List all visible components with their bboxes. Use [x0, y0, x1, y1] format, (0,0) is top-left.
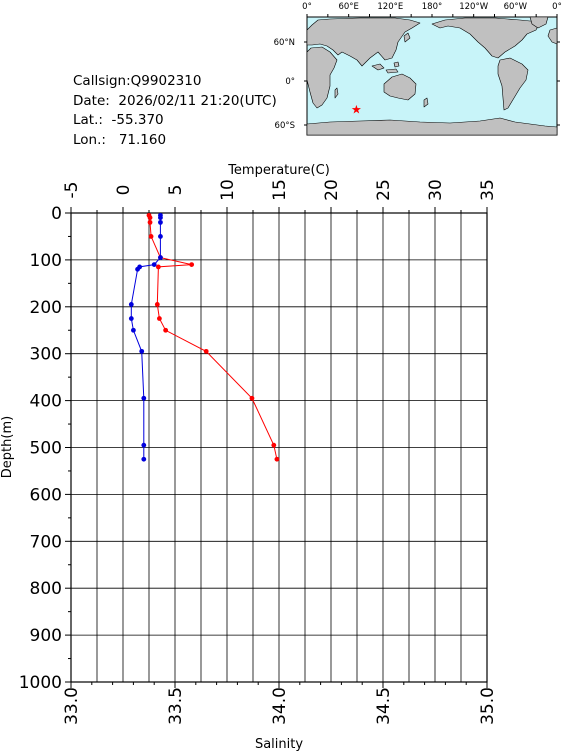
temperature-data-point — [157, 316, 162, 321]
location-map: 0° 60°E 120°E 180° 120°W 60°W 0° 60°N 0° 60°S ★ — [274, 2, 562, 136]
callsign-label: Callsign: — [73, 73, 131, 89]
temperature-tick-label: -5 — [62, 182, 82, 199]
lat-label: Lat.: — [73, 112, 103, 128]
temperature-tick-label: 10 — [218, 179, 238, 201]
depth-tick-label: 500 — [30, 439, 62, 459]
map-land — [306, 16, 558, 136]
chart-grid — [71, 213, 487, 682]
temperature-data-point — [274, 456, 280, 462]
map-longitude-label: 0° — [302, 2, 312, 12]
salinity-data-point — [158, 255, 163, 260]
salinity-tick-label: 34.0 — [270, 687, 290, 725]
salinity-data-point — [139, 348, 145, 354]
salinity-data-point — [141, 456, 147, 462]
station-info: Callsign:Q9902310 Date: 2026/02/11 21:20… — [73, 72, 277, 150]
lon-line: Lon.: 71.160 — [73, 131, 277, 151]
land-eurasia — [306, 17, 421, 67]
temperature-tick-label: 35 — [478, 179, 498, 201]
salinity-data-point — [135, 266, 140, 272]
depth-tick-label: 200 — [30, 298, 62, 318]
land-antarctica — [306, 117, 558, 136]
map-longitude-label: 120°W — [459, 2, 488, 12]
salinity-axis-label: Salinity — [255, 737, 303, 751]
lat-line: Lat.: -55.370 — [73, 111, 277, 131]
salinity-profile-line — [130, 215, 161, 460]
salinity-tick-label: 34.5 — [374, 687, 394, 725]
callsign-value: Q9902310 — [130, 73, 202, 89]
depth-tick-label: 900 — [30, 626, 62, 646]
temperature-data-point — [189, 262, 195, 267]
temperature-tick-label: 20 — [322, 179, 342, 201]
depth-tick-label: 700 — [30, 532, 62, 552]
temperature-tick-label: 25 — [374, 179, 394, 201]
land-africa — [306, 46, 338, 109]
temperature-tick-label: 0 — [114, 185, 134, 196]
temperature-data-point — [147, 219, 153, 225]
temperature-data-point — [271, 442, 277, 448]
depth-tick-label: 600 — [30, 485, 62, 505]
depth-tick-label: 400 — [30, 392, 62, 412]
map-latitude-label: 0° — [285, 77, 295, 87]
temperature-data-point — [163, 327, 169, 333]
depth-tick-label: 1000 — [19, 673, 62, 693]
map-longitude-label: 60°W — [504, 2, 528, 12]
salinity-tick-label: 33.0 — [62, 687, 82, 725]
salinity-data-point — [158, 234, 163, 239]
land-south-america — [497, 57, 529, 111]
depth-axis-label: Depth(m) — [0, 416, 15, 478]
lon-value: 71.160 — [118, 131, 167, 148]
map-latitude-label: 60°N — [274, 38, 295, 48]
salinity-data-point — [141, 395, 147, 401]
salinity-data-point — [151, 262, 157, 267]
salinity-data-point — [158, 215, 163, 221]
land-europe-west — [547, 27, 558, 45]
callsign-line: Callsign:Q9902310 — [73, 72, 277, 92]
salinity-data-point — [141, 442, 147, 448]
date-label: Date: — [73, 92, 110, 109]
land-greenland — [529, 16, 549, 29]
depth-tick-label: 100 — [30, 251, 62, 271]
map-longitude-label: 0° — [552, 2, 562, 12]
lat-value: -55.370 — [111, 112, 164, 128]
axis-ticks — [65, 207, 488, 688]
depth-tick-label: 800 — [30, 579, 62, 599]
map-longitude-label: 60°E — [338, 2, 358, 12]
temperature-tick-label: 30 — [426, 179, 446, 201]
map-longitude-label: 180° — [422, 2, 442, 12]
temperature-data-point — [203, 348, 209, 354]
salinity-data-point — [128, 316, 134, 321]
temperature-data-point — [154, 302, 160, 307]
map-latitude-label: 60°S — [275, 121, 295, 131]
date-line: Date: 2026/02/11 21:20(UTC) — [73, 92, 277, 112]
land-australia — [383, 73, 417, 101]
land-new-zealand — [423, 97, 429, 108]
land-north-america — [431, 17, 541, 59]
date-value: 2026/02/11 21:20(UTC) — [118, 92, 277, 109]
temperature-data-point — [148, 234, 154, 239]
station-marker-star-icon: ★ — [351, 102, 362, 116]
map-longitude-label: 120°E — [377, 2, 403, 12]
lon-label: Lon.: — [73, 131, 106, 148]
salinity-data-point — [131, 327, 136, 333]
depth-tick-label: 0 — [51, 204, 62, 224]
temperature-data-point — [155, 264, 161, 270]
temperature-tick-label: 5 — [166, 185, 186, 196]
salinity-tick-label: 35.0 — [478, 687, 498, 725]
temperature-data-point — [249, 395, 255, 401]
temperature-axis-label: Temperature(C) — [227, 163, 330, 178]
land-madagascar — [334, 87, 339, 99]
temperature-profile-line — [148, 215, 278, 460]
salinity-data-point — [158, 219, 163, 225]
temperature-tick-label: 15 — [270, 179, 290, 201]
temperature-data-point — [147, 215, 153, 221]
salinity-data-point — [128, 302, 134, 307]
land-japan — [403, 32, 411, 43]
salinity-tick-label: 33.5 — [166, 687, 186, 725]
depth-tick-label: 300 — [30, 345, 62, 365]
land-indonesia — [371, 61, 400, 74]
